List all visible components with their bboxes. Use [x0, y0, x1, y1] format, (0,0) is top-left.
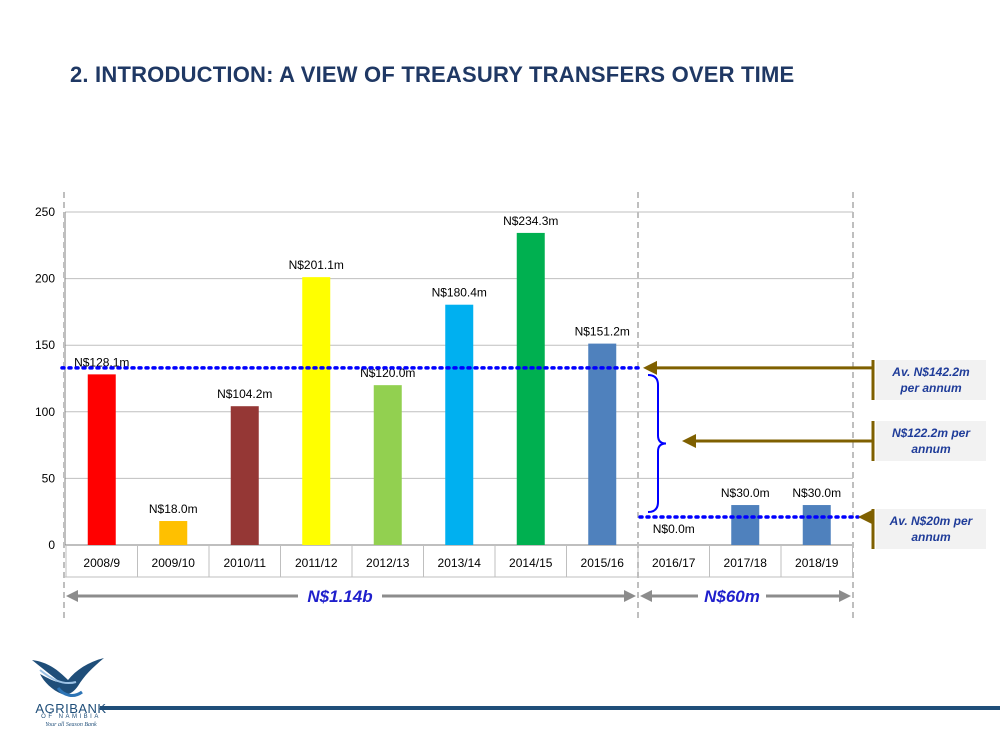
period-span-arrowhead-right — [839, 590, 851, 602]
logo-wordmark: AGRIBANK — [35, 701, 107, 716]
data-label: N$120.0m — [360, 366, 415, 380]
data-label: N$128.1m — [74, 355, 129, 369]
annotation-text: annum — [911, 442, 951, 456]
period-total-label: N$1.14b — [307, 587, 372, 606]
data-label: N$201.1m — [289, 258, 344, 272]
y-tick-label: 200 — [35, 272, 55, 286]
y-tick-label: 100 — [35, 405, 55, 419]
period-span-arrowhead-left — [640, 590, 652, 602]
category-label: 2017/18 — [724, 556, 768, 570]
bar-2017/18 — [731, 505, 760, 545]
data-label: N$0.0m — [653, 522, 695, 536]
annotation-text: Av. N$142.2m — [891, 365, 970, 379]
data-label: N$30.0m — [721, 486, 770, 500]
bar-2013/14 — [445, 304, 474, 545]
y-tick-label: 150 — [35, 338, 55, 352]
annotation-text: N$122.2m per — [892, 426, 971, 440]
y-tick-label: 250 — [35, 205, 55, 219]
bar-2010/11 — [230, 406, 259, 545]
category-label: 2016/17 — [652, 556, 696, 570]
annotation-arrowhead — [643, 360, 657, 375]
annotation-arrowhead — [682, 434, 696, 448]
logo-tagline: Your all Season Bank — [45, 722, 97, 728]
period-total-label: N$60m — [704, 587, 760, 606]
data-label: N$234.3m — [503, 214, 558, 228]
y-tick-label: 0 — [48, 538, 55, 552]
category-label: 2008/9 — [83, 556, 120, 570]
annotation-box — [876, 509, 986, 549]
category-label: 2009/10 — [152, 556, 196, 570]
category-label: 2014/15 — [509, 556, 553, 570]
category-label: 2010/11 — [224, 556, 267, 570]
category-label: 2018/19 — [795, 556, 839, 570]
bar-2015/16 — [588, 343, 617, 545]
annotation-text: Av. N$20m per — [889, 514, 974, 528]
agribank-logo: AGRIBANK OF NAMIBIA Your all Season Bank — [18, 652, 118, 747]
bar-2012/13 — [373, 385, 402, 545]
category-label: 2015/16 — [581, 556, 625, 570]
bar-2018/19 — [802, 505, 831, 545]
period-span-arrowhead-left — [66, 590, 78, 602]
data-label: N$18.0m — [149, 502, 198, 516]
difference-brace — [647, 374, 667, 513]
bar-2014/15 — [516, 232, 545, 545]
eagle-logo-icon — [32, 658, 104, 697]
category-label: 2013/14 — [438, 556, 482, 570]
annotation-text: per annum — [899, 381, 962, 395]
annotation-arrowhead — [858, 510, 872, 525]
bar-2009/10 — [159, 521, 188, 545]
period-span-arrowhead-right — [624, 590, 636, 602]
bar-2011/12 — [302, 277, 331, 545]
annotation-box — [876, 360, 986, 400]
data-label: N$180.4m — [432, 286, 487, 300]
logo-subtitle: OF NAMIBIA — [41, 714, 101, 720]
data-label: N$151.2m — [575, 325, 630, 339]
category-label: 2011/12 — [295, 556, 338, 570]
annotation-box — [876, 421, 986, 461]
annotation-text: annum — [911, 530, 951, 544]
data-label: N$104.2m — [217, 387, 272, 401]
bar-2008/9 — [87, 374, 116, 545]
treasury-transfers-chart: 0 50 100 150 200 250 2008/9 N$128.1m 2009/10 N$18… — [35, 192, 986, 620]
category-label: 2012/13 — [366, 556, 410, 570]
page-title: 2. INTRODUCTION: A VIEW OF TREASURY TRAN… — [70, 62, 795, 87]
y-tick-label: 50 — [42, 471, 56, 485]
footer-divider — [100, 706, 1000, 710]
data-label: N$30.0m — [792, 486, 841, 500]
